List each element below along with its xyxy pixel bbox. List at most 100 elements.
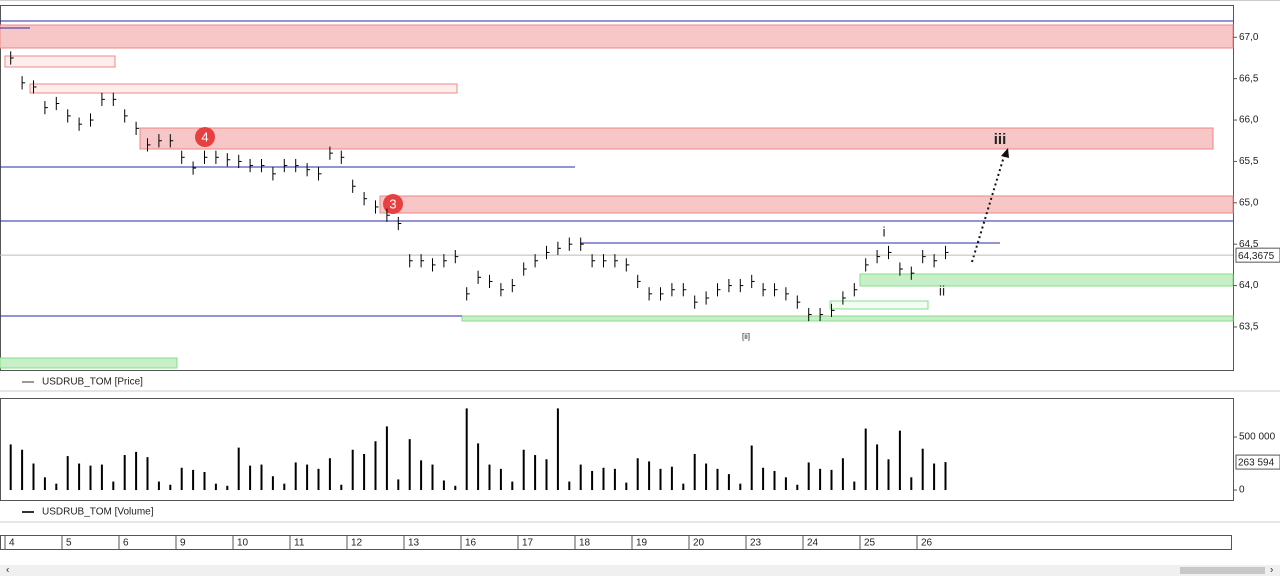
x-tick-label: 16 [465, 538, 477, 549]
volume-bar [534, 455, 537, 491]
y-tick-label: 500 000 [1239, 432, 1276, 443]
volume-bar [887, 459, 890, 491]
volume-bar [78, 463, 81, 491]
volume-bar [408, 439, 411, 491]
volume-bar [807, 462, 810, 491]
volume-bar [442, 480, 445, 491]
frames [0, 5, 1234, 550]
y-tick-label: 63,5 [1239, 322, 1259, 333]
scroll-left[interactable]: ‹ [6, 565, 9, 576]
x-tick-label: 9 [180, 538, 186, 549]
volume-bar [249, 465, 252, 491]
volume-bar [762, 467, 765, 491]
volume-bar [21, 449, 24, 491]
volume-bar [921, 448, 924, 491]
levels [0, 20, 1233, 317]
scrollbar[interactable] [0, 565, 1280, 576]
volume-bar [613, 468, 616, 491]
volume-bar [135, 451, 138, 491]
volume-bar [682, 483, 685, 491]
volume-bar [192, 469, 195, 491]
x-tick-label: 20 [693, 538, 705, 549]
volume-bar [853, 481, 856, 491]
last-value-box [1235, 247, 1280, 263]
volume-bar [431, 464, 434, 491]
volume-bar [933, 463, 936, 491]
last-value-box [1235, 454, 1280, 470]
x-tick-label: 24 [807, 538, 819, 549]
y-tick-label: 67,0 [1239, 32, 1259, 43]
volume-bar [944, 462, 947, 491]
y-tick-label: 0 [1239, 485, 1245, 496]
volume-bar [43, 477, 46, 491]
volume-bar [55, 483, 58, 491]
volume-bar [568, 481, 571, 491]
y-tick-label: 65,0 [1239, 197, 1259, 208]
volume-bar [841, 458, 844, 491]
annotation: ii [939, 283, 945, 299]
volume-bar [100, 464, 103, 491]
volume-bar [294, 462, 297, 491]
volume-bar [670, 466, 673, 491]
volume-bar [169, 484, 172, 491]
volume-bar [579, 464, 582, 491]
annotation: iii [994, 131, 1007, 148]
volume-bar [499, 468, 502, 491]
y-tick-label: 66,5 [1239, 73, 1259, 84]
volume-bar [306, 464, 309, 491]
volume-bar [89, 465, 92, 491]
x-tick-label: 23 [750, 538, 762, 549]
volume-bar [739, 483, 742, 491]
annotation: 4 [201, 129, 208, 144]
scroll-thumb[interactable] [1180, 567, 1265, 574]
x-tick-label: 10 [237, 538, 249, 549]
x-tick-label: 11 [294, 538, 305, 549]
y-tick-label: 66,0 [1239, 115, 1259, 126]
volume-bar [146, 457, 149, 491]
volume-bar [340, 484, 343, 491]
x-tick-label: 25 [864, 538, 876, 549]
y-tick-label: 65,5 [1239, 156, 1259, 167]
arrow-head [1001, 148, 1009, 158]
volume-bar [750, 445, 753, 491]
volume-bar [488, 464, 491, 491]
volume-bar [898, 430, 901, 491]
volume-bar [636, 458, 639, 491]
volume-bar [226, 485, 229, 491]
volume-bar [910, 477, 913, 491]
volume-bar [9, 444, 12, 491]
volume-bar [283, 483, 286, 491]
volume-bar [773, 470, 776, 491]
legend-label: USDRUB_TOM [Price] [42, 377, 143, 388]
scroll-right[interactable]: › [1270, 565, 1273, 576]
volume-bar [830, 469, 833, 491]
volume-bar [374, 441, 377, 491]
volume-bar [465, 408, 468, 491]
volume-bar [784, 477, 787, 491]
zones [0, 24, 1234, 369]
volume-bar [796, 484, 799, 491]
volume-bar [659, 468, 662, 491]
volume-bar [66, 456, 69, 491]
volume-bar [351, 449, 354, 491]
arrow [971, 152, 1006, 263]
x-tick-label: 12 [351, 538, 363, 549]
x-tick-label: 17 [522, 538, 534, 549]
volume-bar [511, 481, 514, 491]
x-tick-label: 19 [636, 538, 648, 549]
last-value-label: 64,3675 [1238, 251, 1275, 262]
annotation: i [882, 224, 885, 240]
volume-bar [716, 468, 719, 491]
volume-bar [317, 468, 320, 491]
volume-bar [602, 467, 605, 491]
x-tick-label: 6 [123, 538, 129, 549]
volume-bar [727, 474, 730, 491]
x-tick-label: 18 [579, 538, 591, 549]
volume-bar [397, 479, 400, 491]
volume-bar [864, 428, 867, 491]
x-tick-label: 4 [9, 538, 15, 549]
volume-bar [32, 463, 35, 491]
badge [195, 127, 215, 147]
volume-bar [123, 455, 126, 491]
